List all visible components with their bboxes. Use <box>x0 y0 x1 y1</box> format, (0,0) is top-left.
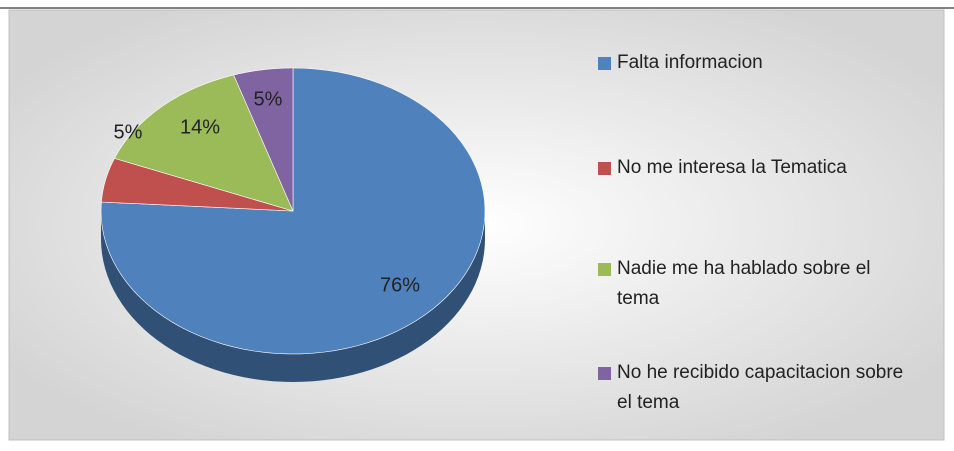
legend-swatch <box>598 367 611 380</box>
legend-label: Falta informacion <box>617 52 763 73</box>
legend-swatch <box>598 263 611 276</box>
legend-item: Falta informacion <box>598 48 918 78</box>
pie: 76% 5% 14% 5% <box>100 67 486 382</box>
legend-item: Nadie me ha hablado sobre el tema <box>598 254 918 314</box>
legend-item: No me interesa la Tematica <box>598 153 918 183</box>
legend-swatch <box>598 162 611 175</box>
slice <box>101 158 294 212</box>
slice-side <box>101 211 485 382</box>
legend-label: Nadie me ha hablado sobre el tema <box>617 258 871 309</box>
slice <box>100 67 486 355</box>
slice <box>233 67 294 212</box>
legend-label: No he recibido capacitacion sobre el tem… <box>617 362 904 413</box>
legend-item: No he recibido capacitacion sobre el tem… <box>598 358 918 418</box>
data-label: 76% <box>380 274 420 296</box>
legend-label: No me interesa la Tematica <box>617 157 847 178</box>
data-label: 5% <box>254 88 283 110</box>
data-label: 14% <box>180 116 220 138</box>
legend-swatch <box>598 57 611 70</box>
data-label: 5% <box>114 121 143 143</box>
